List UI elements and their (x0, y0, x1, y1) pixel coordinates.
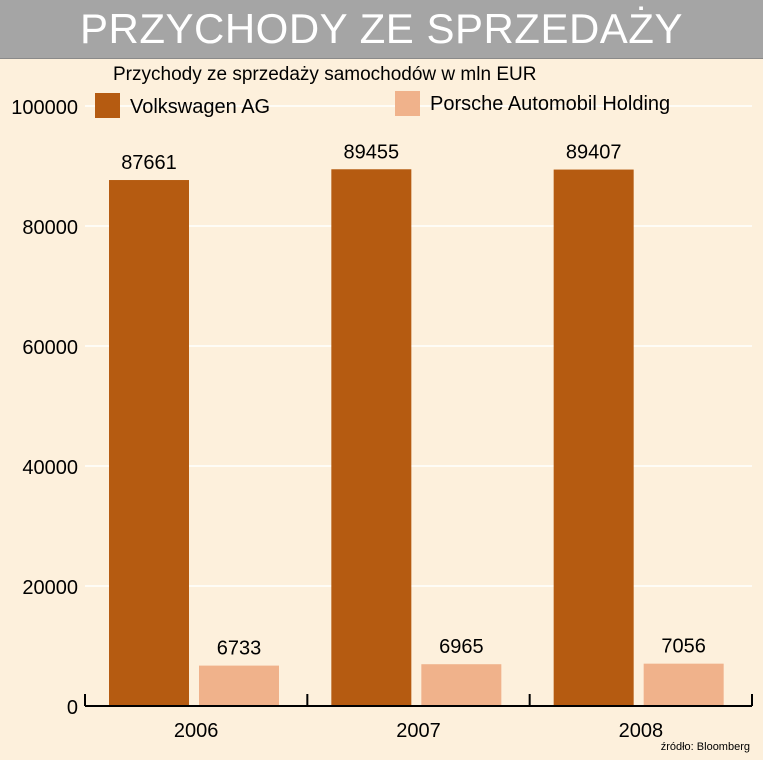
legend: Volkswagen AG Porsche Automobil Holding (95, 91, 670, 118)
axes: 0 20000 40000 60000 80000 100000 2006 2007 2008 (11, 97, 753, 742)
bar (553, 169, 634, 707)
title-banner: PRZYCHODY ZE SPRZEDAŻY (0, 0, 763, 59)
legend-label-volkswagen: Volkswagen AG (130, 96, 270, 118)
x-tick-label: 2006 (174, 720, 219, 742)
chart-title: Przychody ze sprzedaży samochodów w mln … (113, 64, 536, 85)
y-tick-label: 80000 (22, 217, 78, 239)
banner-title: PRZYCHODY ZE SPRZEDAŻY (80, 5, 683, 52)
bar (421, 664, 502, 706)
bar-value-label: 89455 (344, 141, 400, 163)
legend-swatch-volkswagen (95, 93, 120, 118)
bar-value-label: 87661 (121, 152, 177, 174)
bar (643, 663, 724, 706)
bar (199, 665, 279, 706)
legend-swatch-porsche (395, 91, 420, 116)
bar-value-label: 7056 (661, 636, 706, 658)
bar (331, 169, 412, 706)
x-tick-label: 2007 (396, 720, 441, 742)
bar-value-label: 6733 (217, 638, 262, 660)
x-tick-label: 2008 (619, 720, 664, 742)
bars: 87661 6733 89455 6965 89407 7056 (109, 141, 724, 707)
bar (109, 180, 189, 706)
legend-label-porsche: Porsche Automobil Holding (430, 93, 670, 115)
source-note: źródło: Bloomberg (661, 741, 750, 753)
y-tick-label: 0 (67, 697, 78, 719)
y-tick-label: 100000 (11, 97, 78, 119)
bar-value-label: 6965 (439, 636, 484, 658)
bar-value-label: 89407 (566, 142, 622, 164)
y-tick-label: 60000 (22, 337, 78, 359)
y-tick-label: 40000 (22, 457, 78, 479)
y-tick-label: 20000 (22, 577, 78, 599)
